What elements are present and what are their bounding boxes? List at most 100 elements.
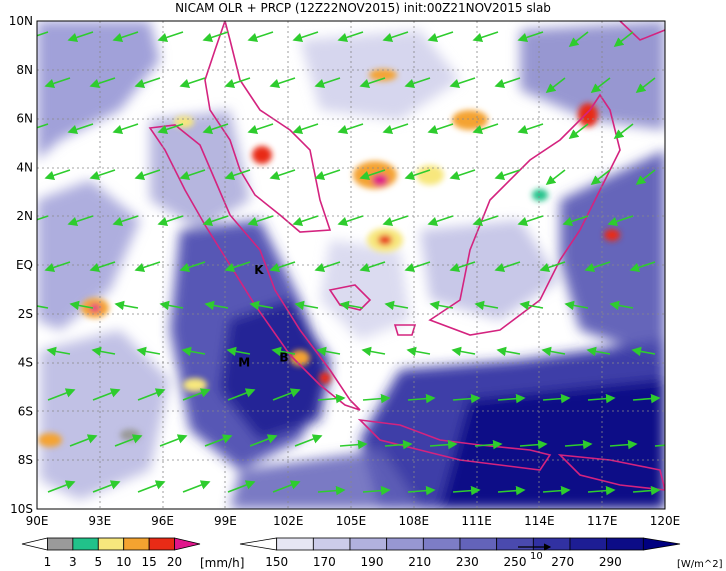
wind-arrow (46, 346, 71, 357)
wind-arrow (227, 480, 256, 493)
wind-arrow (406, 346, 431, 357)
wind-arrow (404, 77, 431, 89)
wind-arrow (272, 388, 301, 401)
wind-arrow (427, 215, 454, 227)
wind-arrow (224, 77, 251, 89)
lat-label: 10S (10, 502, 33, 516)
wind-arrow (541, 346, 566, 357)
lat-label: 8S (18, 453, 33, 467)
plot-frame (36, 20, 666, 510)
wind-arrow (542, 485, 571, 496)
wind-arrow (114, 434, 143, 447)
wind-arrow (179, 261, 206, 273)
wind-arrow (44, 261, 71, 273)
wind-arrow (159, 434, 188, 447)
wind-arrow (92, 480, 121, 493)
lat-label: 6N (16, 112, 33, 126)
wind-arrow (359, 77, 386, 89)
wind-arrow (635, 169, 656, 185)
precip-colorbar-start (21, 537, 48, 551)
olr-colorbar-swatch (312, 537, 351, 551)
wind-arrow (249, 434, 278, 447)
wind-arrow (449, 169, 476, 181)
wind-arrow (407, 393, 436, 404)
wind-arrow (427, 31, 454, 43)
lesser-sunda-coast (557, 453, 665, 491)
wind-arrow (407, 485, 436, 496)
olr-colorbar-swatch (276, 537, 314, 551)
wind-arrow (47, 480, 76, 493)
precip-tick-label: 3 (69, 555, 77, 569)
philippines-coast (619, 21, 665, 41)
wind-arrow (337, 215, 364, 227)
wind-arrow (272, 480, 301, 493)
wind-arrow (517, 215, 544, 227)
olr-colorbar-swatch (569, 537, 608, 551)
wind-arrow (404, 261, 431, 273)
wind-arrow (89, 77, 116, 89)
longitude-labels: 90E 93E 96E 99E 102E 105E 108E 111E 114E 117E 120E (26, 514, 681, 528)
wind-arrow (292, 215, 319, 227)
site-label-B: B (279, 351, 288, 365)
wind-arrow (384, 439, 413, 450)
olr-colorbar: 150 170 190 210 230 250 270 290 (239, 537, 681, 569)
wind-arrow (317, 485, 346, 496)
wind-arrow (632, 485, 661, 496)
wind-arrow (609, 439, 638, 450)
wind-arrow (114, 300, 139, 311)
wind-arrow (339, 300, 364, 311)
olr-tick-label: 270 (551, 555, 574, 569)
wind-arrow (224, 169, 251, 181)
wind-arrow (449, 261, 476, 273)
wind-arrow (316, 346, 341, 357)
wind-arrow (474, 439, 503, 450)
lon-label: 105E (336, 514, 367, 528)
wind-arrow (134, 169, 161, 181)
wind-arrow (249, 300, 274, 311)
wind-arrow (204, 434, 233, 447)
wind-arrow (269, 169, 296, 181)
site-label-K: K (254, 263, 264, 277)
wind-arrow (292, 123, 319, 135)
wind-arrow (134, 261, 161, 273)
wind-arrow (517, 31, 544, 43)
wind-arrow (89, 261, 116, 273)
wind-arrow (494, 261, 521, 273)
bangka-coast (328, 284, 372, 311)
wind-arrow (67, 31, 94, 43)
olr-colorbar-end (642, 537, 681, 551)
olr-tick-label: 290 (599, 555, 622, 569)
wind-arrow (382, 123, 409, 135)
wind-arrow (247, 123, 274, 135)
lon-label: 90E (26, 514, 49, 528)
wind-arrow (613, 31, 634, 47)
wind-arrow (359, 261, 386, 273)
olr-colorbar-swatch (349, 537, 388, 551)
wind-arrow (92, 388, 121, 401)
lon-label: 99E (214, 514, 237, 528)
java-coast (357, 418, 552, 471)
wind-arrow (47, 388, 76, 401)
wind-arrow (112, 31, 139, 43)
wind-arrow (472, 215, 499, 227)
olr-unit: [W/m^2] (677, 559, 723, 570)
lat-label: 10N (9, 14, 33, 28)
wind-arrow (384, 300, 409, 311)
wind-arrow (452, 485, 481, 496)
wind-arrow (44, 169, 71, 181)
wind-arrow (362, 485, 391, 496)
wind-arrow (472, 123, 499, 135)
wind-arrow (202, 123, 229, 135)
wind-arrow (339, 439, 368, 450)
wind-arrow (494, 169, 521, 181)
wind-arrow (112, 123, 139, 135)
wind-arrow (587, 393, 616, 404)
wind-arrow (654, 444, 665, 447)
wind-arrow (519, 439, 548, 450)
precip-colorbar-swatch (148, 537, 175, 551)
wind-arrow (182, 388, 211, 401)
wind-arrow (382, 215, 409, 227)
wind-vectors (37, 31, 665, 496)
olr-colorbar-swatch (532, 537, 571, 551)
vector-reference: 10 (518, 543, 552, 562)
